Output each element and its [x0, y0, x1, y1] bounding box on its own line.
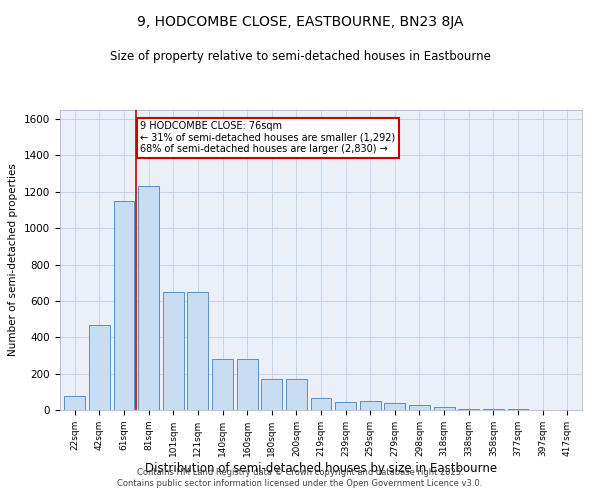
Text: 9, HODCOMBE CLOSE, EASTBOURNE, BN23 8JA: 9, HODCOMBE CLOSE, EASTBOURNE, BN23 8JA [137, 15, 463, 29]
Bar [212, 359, 233, 410]
Text: 9 HODCOMBE CLOSE: 76sqm
← 31% of semi-detached houses are smaller (1,292)
68% of: 9 HODCOMBE CLOSE: 76sqm ← 31% of semi-de… [140, 121, 395, 154]
Bar [113, 201, 134, 410]
Bar [286, 379, 307, 410]
Y-axis label: Number of semi-detached properties: Number of semi-detached properties [8, 164, 19, 356]
Bar [434, 408, 455, 410]
Bar [236, 359, 257, 410]
Bar [311, 398, 331, 410]
Bar [187, 292, 208, 410]
Bar [64, 396, 85, 410]
Bar [458, 408, 479, 410]
X-axis label: Distribution of semi-detached houses by size in Eastbourne: Distribution of semi-detached houses by … [145, 462, 497, 474]
Bar [261, 379, 282, 410]
Bar [385, 402, 406, 410]
Bar [163, 292, 184, 410]
Bar [360, 401, 381, 410]
Bar [138, 186, 159, 410]
Bar [89, 324, 110, 410]
Bar [335, 402, 356, 410]
Bar [483, 409, 504, 410]
Text: Size of property relative to semi-detached houses in Eastbourne: Size of property relative to semi-detach… [110, 50, 490, 63]
Bar [409, 404, 430, 410]
Text: Contains HM Land Registry data © Crown copyright and database right 2025.
Contai: Contains HM Land Registry data © Crown c… [118, 468, 482, 487]
